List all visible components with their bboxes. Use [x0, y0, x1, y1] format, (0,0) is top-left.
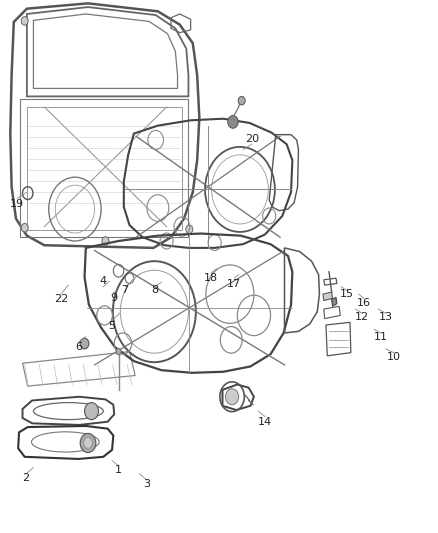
Circle shape: [228, 116, 238, 128]
Circle shape: [21, 17, 28, 25]
Circle shape: [226, 389, 239, 405]
Text: 8: 8: [151, 286, 158, 295]
Circle shape: [21, 223, 28, 232]
Circle shape: [84, 438, 92, 448]
Text: 12: 12: [355, 312, 369, 322]
Text: 4: 4: [100, 277, 107, 286]
Polygon shape: [332, 297, 337, 306]
Text: 16: 16: [357, 297, 371, 308]
Text: 19: 19: [10, 199, 25, 209]
Circle shape: [80, 433, 96, 453]
Circle shape: [116, 349, 121, 355]
Text: 9: 9: [110, 293, 117, 303]
Polygon shape: [323, 292, 332, 301]
Text: 18: 18: [204, 273, 218, 283]
Circle shape: [186, 225, 193, 233]
Text: 6: 6: [75, 342, 82, 352]
Text: 3: 3: [144, 480, 151, 489]
Text: 7: 7: [122, 286, 129, 295]
Text: 17: 17: [227, 279, 241, 288]
Text: 20: 20: [245, 134, 259, 144]
Text: 2: 2: [22, 473, 30, 483]
Text: 1: 1: [115, 465, 122, 474]
Text: 5: 5: [109, 321, 116, 331]
Circle shape: [80, 338, 89, 349]
Text: 13: 13: [379, 312, 393, 322]
Text: 22: 22: [54, 294, 68, 304]
Text: 10: 10: [387, 352, 401, 362]
Text: 15: 15: [339, 289, 353, 299]
Text: 11: 11: [374, 332, 388, 342]
Circle shape: [102, 237, 109, 245]
Circle shape: [238, 96, 245, 105]
Circle shape: [85, 402, 99, 419]
Text: 14: 14: [258, 417, 272, 427]
